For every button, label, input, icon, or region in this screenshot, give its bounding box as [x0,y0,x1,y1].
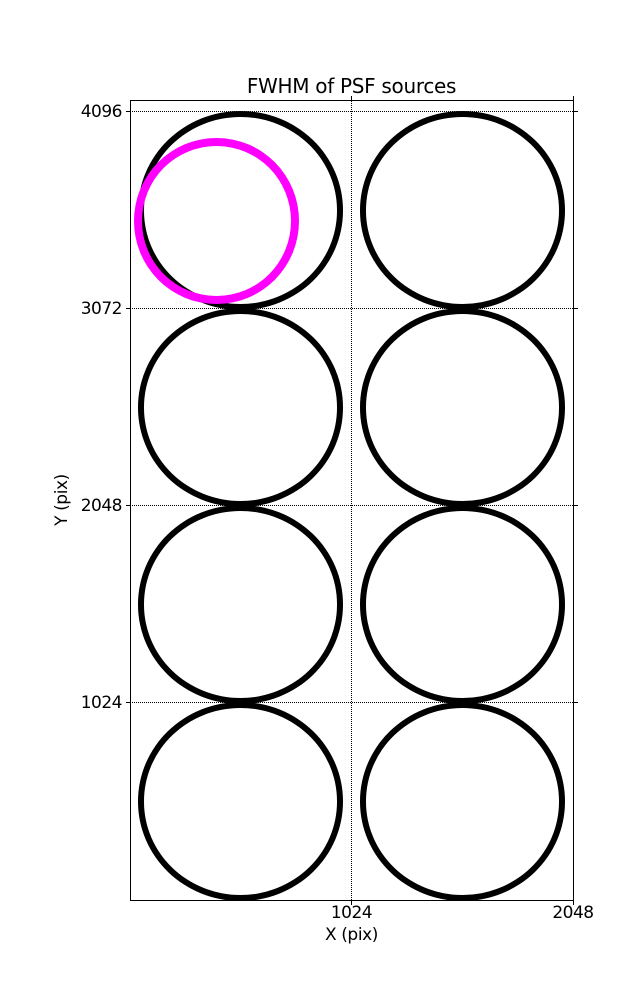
y-tick-label: 4096 [80,101,123,122]
y-tick-mark-right [574,505,578,507]
y-tick-mark-right [574,702,578,704]
y-tick-label: 3072 [80,298,123,319]
psf-circle [138,505,344,704]
x-tick-label: 1024 [330,903,373,923]
x-axis-label: X (pix) [324,925,379,945]
y-tick-label: 1024 [80,692,123,713]
y-tick-mark [126,702,130,704]
chart-title: FWHM of PSF sources [246,74,457,98]
psf-circle [138,308,344,507]
psf-circle [359,702,565,901]
y-tick-mark-right [574,308,578,310]
x-tick-mark [351,901,352,905]
psf-circle [138,702,344,901]
gridline-vertical [351,100,352,900]
x-tick-mark [572,901,574,905]
x-tick-mark-top [351,96,352,100]
y-tick-mark [126,505,130,507]
gridline-vertical [572,100,574,900]
y-tick-mark [126,111,130,113]
y-tick-mark-right [574,111,578,113]
y-tick-label: 2048 [80,495,123,516]
x-tick-label: 2048 [552,903,594,923]
highlighted-psf-circle [134,137,299,304]
x-tick-mark-top [572,96,574,100]
psf-circle [359,505,565,704]
psf-circle [359,308,565,507]
y-tick-mark [126,308,130,310]
psf-circle [359,111,565,310]
